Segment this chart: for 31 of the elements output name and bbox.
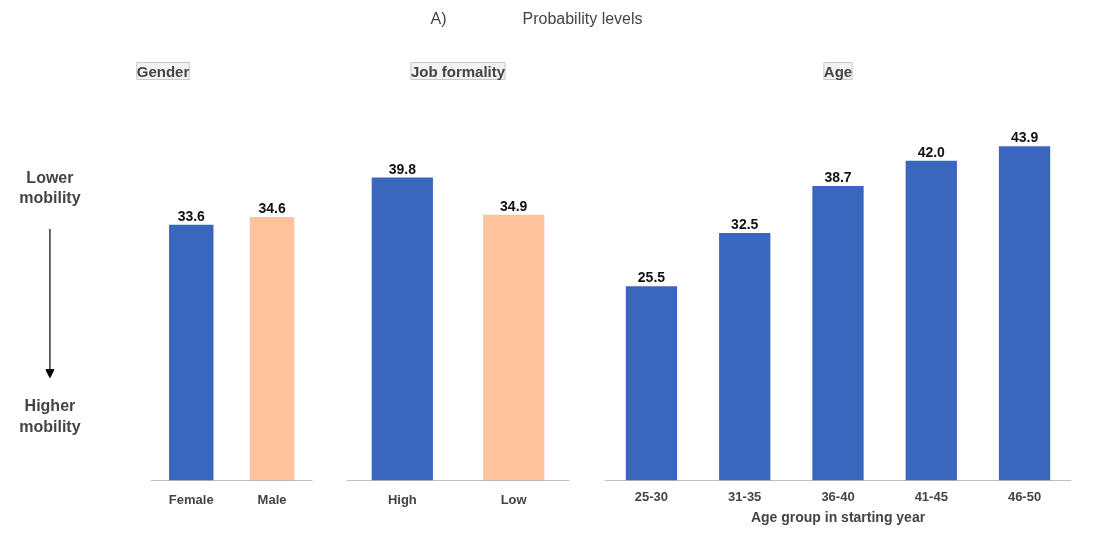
data-label: 25.5 xyxy=(637,269,666,286)
data-label: 42.0 xyxy=(917,143,946,160)
chart-title: Age xyxy=(823,62,853,80)
x-tick-label: Low xyxy=(500,491,528,507)
data-label: 33.6 xyxy=(177,207,206,224)
text: A) xyxy=(430,9,447,27)
x-tick-label: 25-30 xyxy=(634,488,669,504)
x-tick-label: 31-35 xyxy=(728,488,762,504)
data-label: 32.5 xyxy=(731,216,759,233)
x-tick-label: Male xyxy=(257,491,287,507)
x-tick-label: 41-45 xyxy=(914,488,948,504)
x-tick-label: High xyxy=(387,491,417,507)
bar xyxy=(812,185,864,481)
data-label: 34.6 xyxy=(258,200,286,217)
text: Probability levels xyxy=(522,9,643,27)
text: Higher mobility xyxy=(19,397,81,435)
data-label: 38.7 xyxy=(824,168,852,185)
x-tick-label: Female xyxy=(168,491,214,507)
chart-title: Job formality xyxy=(410,62,506,80)
data-label: 43.9 xyxy=(1010,129,1039,146)
bar xyxy=(719,233,771,481)
data-label: 34.9 xyxy=(500,197,528,214)
bar xyxy=(998,146,1051,481)
text: Lower mobility xyxy=(19,168,81,207)
bar xyxy=(905,160,957,481)
chart-title: Gender xyxy=(136,62,190,80)
x-tick-label: 46-50 xyxy=(1007,488,1042,504)
x-axis-title: Age group in starting year xyxy=(750,508,926,525)
x-tick-label: 36-40 xyxy=(821,488,855,504)
bar xyxy=(625,286,678,481)
data-label: 39.8 xyxy=(388,160,417,177)
